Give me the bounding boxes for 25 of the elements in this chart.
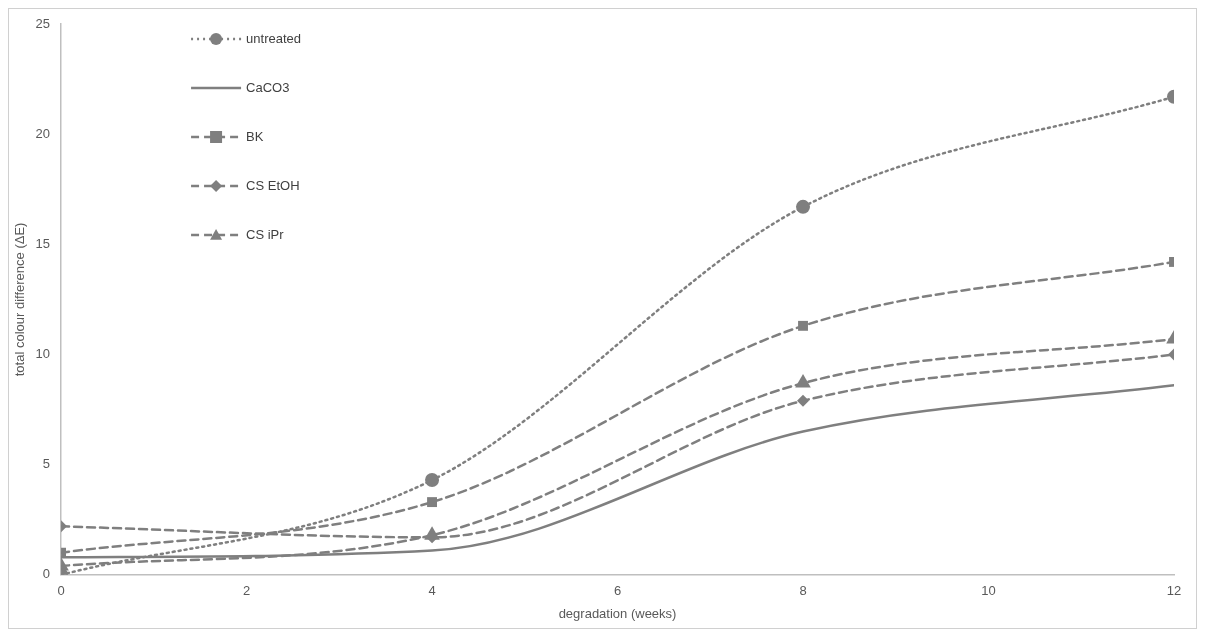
point xyxy=(798,320,808,331)
y-axis-title: total colour difference (ΔE) xyxy=(12,222,28,377)
point xyxy=(427,497,437,508)
legend-label: CS iPr xyxy=(246,226,285,242)
y-tick-label: 25 xyxy=(35,15,51,31)
y-tick-label: 5 xyxy=(42,456,51,472)
point xyxy=(795,374,811,388)
x-tick-label: 12 xyxy=(1166,583,1182,599)
point xyxy=(425,473,440,488)
x-tick-label: 6 xyxy=(613,583,622,599)
legend-label: untreated xyxy=(246,30,301,46)
x-tick-label: 8 xyxy=(799,583,807,599)
y-tick-label: 10 xyxy=(35,346,51,362)
legend-label: CaCO3 xyxy=(246,79,290,95)
point xyxy=(796,199,811,214)
x-tick-label: 2 xyxy=(242,583,251,599)
x-tick-label: 4 xyxy=(428,583,436,599)
legend-label: BK xyxy=(246,128,264,144)
legend-label: CS EtOH xyxy=(246,177,300,193)
y-tick-label: 0 xyxy=(42,566,51,582)
y-tick-label: 15 xyxy=(35,235,51,251)
x-tick-label: 0 xyxy=(57,583,65,599)
y-tick-label: 20 xyxy=(35,125,51,141)
x-tick-label: 10 xyxy=(981,583,996,599)
x-axis-title: degradation (weeks) xyxy=(558,605,677,621)
